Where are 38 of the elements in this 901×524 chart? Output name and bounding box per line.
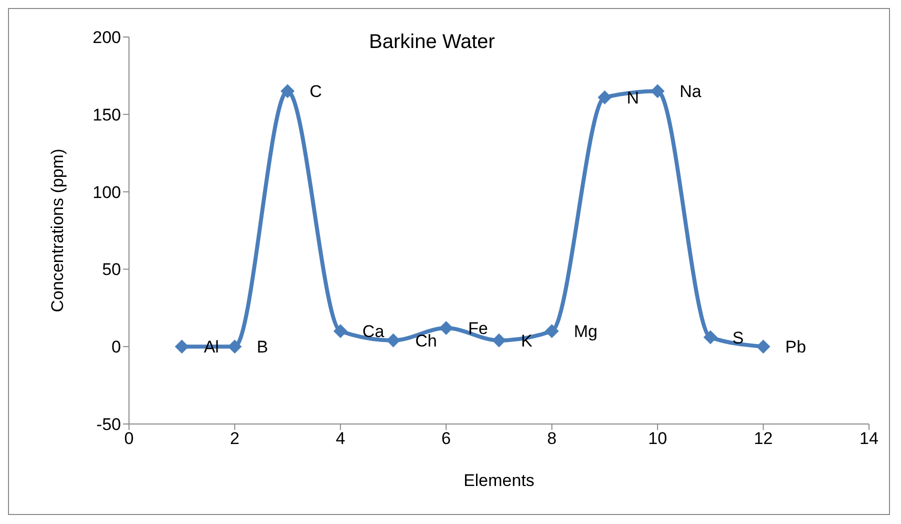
point (174, 340, 189, 354)
x-tick-label: 0 (124, 429, 134, 448)
x-tick-label: 10 (648, 429, 668, 448)
x-tick-label: 14 (860, 429, 878, 448)
point (492, 333, 506, 348)
annotation: Ca (362, 322, 385, 342)
point (333, 324, 348, 338)
x-tick-label: 2 (230, 429, 240, 448)
annotation: B (256, 338, 268, 357)
x-axis-title: Elements (464, 471, 534, 490)
y-tick-label: 0 (112, 338, 121, 357)
point (703, 330, 718, 344)
chart-title: Barkine Water (369, 31, 495, 54)
point (280, 84, 295, 98)
point (439, 321, 454, 336)
y-tick-label: 200 (92, 28, 121, 48)
point (756, 340, 770, 354)
point (544, 324, 559, 338)
y-tick-label: -50 (96, 415, 121, 434)
annotation: C (310, 82, 322, 102)
point (650, 84, 665, 98)
x-tick-label: 12 (754, 429, 773, 448)
annotation: Pb (785, 338, 806, 357)
annotation: N (626, 88, 639, 108)
annotation: Fe (468, 319, 488, 338)
y-tick-label: 50 (102, 260, 121, 280)
point (598, 90, 612, 104)
point (228, 340, 242, 354)
annotation: Mg (574, 322, 598, 342)
y-tick-label: 100 (92, 182, 121, 202)
x-tick-label: 8 (547, 429, 557, 448)
point (386, 333, 400, 348)
y-axis-title: Concentrations (ppm) (48, 148, 68, 312)
y-tick-label: 150 (92, 105, 121, 124)
x-tick-label: 6 (441, 429, 451, 448)
annotation: Na (680, 82, 702, 102)
x-tick-label: 4 (336, 429, 346, 448)
annotation: Ch (415, 331, 438, 350)
